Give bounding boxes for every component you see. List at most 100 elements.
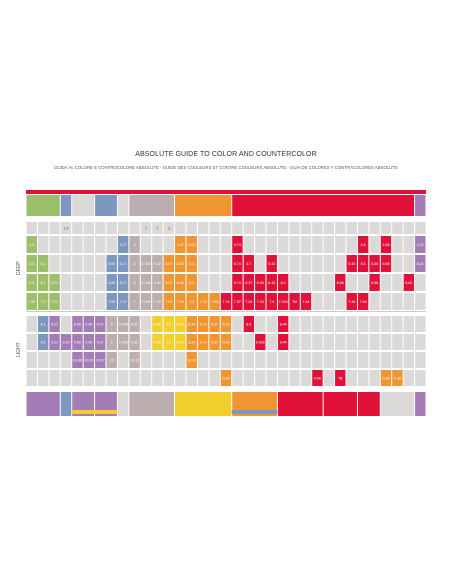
grid-cell-empty xyxy=(140,316,152,332)
grid-cell-empty xyxy=(95,222,106,234)
grid-cell-empty xyxy=(163,370,175,386)
grid-cell-purple xyxy=(95,334,106,350)
cell-label: 6.37 xyxy=(245,281,252,285)
grid-cell-empty xyxy=(392,352,403,368)
bottom-band xyxy=(60,392,72,416)
cell-label: 8.34 xyxy=(188,323,195,327)
grid-cell-orange xyxy=(175,293,186,310)
cell-label: 5.22 xyxy=(417,262,424,266)
cell-label: 6.66 xyxy=(337,281,344,285)
grid-cell-empty xyxy=(72,274,83,291)
grid-cell-purple xyxy=(49,316,60,332)
cell-label: 7.00 xyxy=(28,300,35,304)
grid-cell-orange xyxy=(186,293,197,310)
cell-label: 1 xyxy=(145,227,147,231)
grid-cell-empty xyxy=(106,222,117,234)
grid-cell-taupe xyxy=(106,334,117,350)
grid-cell-empty xyxy=(403,316,415,332)
grid-cell-orange xyxy=(220,316,232,332)
grid-cell-empty xyxy=(209,352,220,368)
cell-label: 6.03 xyxy=(177,281,184,285)
cell-label: 0.66 xyxy=(314,377,321,381)
grid-cell-red xyxy=(243,255,255,272)
top-band xyxy=(60,195,72,216)
grid-cell-empty xyxy=(369,334,380,350)
grid-cell-orange xyxy=(380,370,392,386)
grid-cell-empty xyxy=(197,255,209,272)
cell-label: 4 xyxy=(134,243,136,247)
grid-cell-empty xyxy=(300,255,312,272)
grid-cell-empty xyxy=(232,222,243,234)
grid-cell-orange xyxy=(186,352,197,368)
cell-label: 7.43 xyxy=(257,300,264,304)
cell-label: 9.73 xyxy=(177,341,184,345)
cell-label: 8.04 xyxy=(223,323,230,327)
bottom-band xyxy=(380,392,415,416)
grid-cell-empty xyxy=(220,352,232,368)
grid-cell-empty xyxy=(232,352,243,368)
grid-cell-orange xyxy=(209,316,220,332)
grid-cell-empty xyxy=(277,370,289,386)
grid-cell-blue xyxy=(117,293,129,310)
cell-label: 8.74 xyxy=(200,323,207,327)
grid-cell-red xyxy=(232,236,243,253)
cell-label: 5.1 xyxy=(41,262,46,266)
grid-cell-empty xyxy=(72,255,83,272)
grid-cell-orange xyxy=(220,370,232,386)
grid-cell-empty xyxy=(369,236,380,253)
grid-cell-taupe xyxy=(140,274,152,291)
cell-label: 6.00 xyxy=(108,281,115,285)
cell-label: 7.37 xyxy=(234,300,241,304)
grid-cell-purple xyxy=(83,352,95,368)
cell-label: 7.17 xyxy=(120,300,127,304)
grid-cell-empty xyxy=(369,222,380,234)
grid-cell-orange xyxy=(392,370,403,386)
grid-cell-empty xyxy=(60,293,72,310)
cell-label: 8.1 xyxy=(41,323,46,327)
grid-cell-empty xyxy=(255,255,266,272)
grid-cell-taupe xyxy=(140,255,152,272)
grid-cell-empty xyxy=(106,236,117,253)
top-band xyxy=(72,195,95,216)
grid-cell-green xyxy=(26,255,37,272)
grid-cell-red xyxy=(243,274,255,291)
grid-cell-empty xyxy=(220,274,232,291)
cell-label: 8.4 xyxy=(246,323,251,327)
grid-cell-empty xyxy=(209,255,220,272)
grid-cell-empty xyxy=(266,222,277,234)
grid-cell-green xyxy=(26,293,37,310)
grid-cell-empty xyxy=(403,236,415,253)
grid-cell-orange xyxy=(186,236,197,253)
grid-cell-empty xyxy=(37,236,49,253)
grid-cell-empty xyxy=(289,222,300,234)
grid-cell-empty xyxy=(243,352,255,368)
cell-label: 4.65 xyxy=(383,243,390,247)
grid-cell-empty xyxy=(323,293,335,310)
bottom-band xyxy=(26,392,60,416)
cell-label: 7.07 xyxy=(165,300,172,304)
grid-cell-empty xyxy=(266,236,277,253)
grid-cell-empty xyxy=(380,334,392,350)
grid-cell-empty xyxy=(357,222,369,234)
grid-cell-empty xyxy=(346,236,357,253)
grid-cell-red xyxy=(277,334,289,350)
cell-label: 5.45 xyxy=(348,262,355,266)
cell-label: 10.00 xyxy=(84,359,93,363)
cell-label: 5.7 xyxy=(246,262,251,266)
grid-cell-empty xyxy=(300,236,312,253)
grid-cell-empty xyxy=(300,352,312,368)
grid-cell-taupe xyxy=(129,352,140,368)
cell-label: 5.03 xyxy=(177,262,184,266)
grid-cell-empty xyxy=(255,370,266,386)
grid-cell-red xyxy=(277,293,289,310)
grid-cell-empty xyxy=(197,370,209,386)
cell-label: 9.1 xyxy=(41,341,46,345)
grid-cell-taupe xyxy=(129,334,140,350)
grid-cell-purple xyxy=(95,316,106,332)
grid-cell-empty xyxy=(152,352,163,368)
cell-label: 7.3 xyxy=(189,300,194,304)
grid-cell-grey xyxy=(140,222,152,234)
cell-label: 4.07 xyxy=(177,243,184,247)
cell-label: 9.17 xyxy=(97,341,104,345)
grid-cell-empty xyxy=(209,236,220,253)
